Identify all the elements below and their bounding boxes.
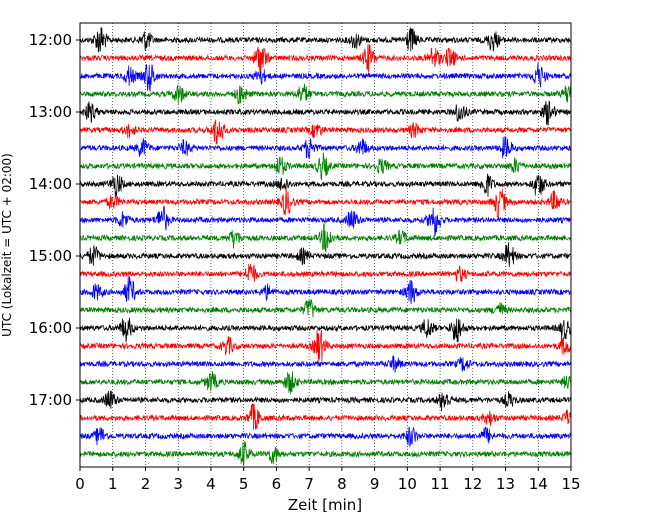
trace-1345 — [79, 152, 572, 181]
trace-1215 — [79, 44, 572, 76]
trace-1545 — [79, 299, 572, 318]
y-tick-label: 15:00 — [29, 247, 72, 265]
trace-1500 — [79, 242, 572, 267]
trace-1400 — [79, 173, 572, 198]
x-tick-label: 7 — [304, 475, 314, 493]
x-tick-label: 5 — [239, 475, 249, 493]
trace-1715 — [79, 403, 572, 431]
trace-1700 — [79, 390, 572, 412]
y-tick-label: 12:00 — [29, 31, 72, 49]
y-tick-label: 13:00 — [29, 103, 72, 121]
trace-1630 — [79, 355, 572, 373]
x-tick-label: 15 — [561, 475, 580, 493]
x-tick-label: 12 — [463, 475, 482, 493]
x-tick-label: 13 — [496, 475, 515, 493]
x-tick-label: 6 — [272, 475, 282, 493]
x-tick-label: 2 — [141, 475, 151, 493]
trace-1315 — [79, 119, 572, 145]
seismogram-traces — [79, 27, 572, 467]
trace-1600 — [79, 317, 572, 343]
x-tick-label: 11 — [431, 475, 450, 493]
trace-1430 — [79, 205, 572, 237]
x-tick-label: 0 — [75, 475, 85, 493]
trace-1330 — [79, 136, 572, 159]
x-tick-label: 9 — [370, 475, 380, 493]
x-axis-ticks: 0 1 2 3 4 5 6 7 8 9 10 11 12 13 14 15 — [75, 467, 581, 493]
y-axis-ticks: 12:00 13:00 14:00 15:00 16:00 17:00 — [29, 31, 80, 409]
trace-1230 — [79, 62, 571, 92]
trace-1515 — [79, 264, 572, 283]
trace-1445 — [79, 223, 572, 252]
y-tick-label: 16:00 — [29, 319, 72, 337]
y-tick-label: 14:00 — [29, 175, 72, 193]
trace-1745 — [79, 441, 572, 467]
trace-1300 — [79, 100, 572, 126]
x-axis-label: Zeit [min] — [288, 496, 362, 514]
plot-frame — [79, 22, 572, 468]
x-tick-label: 4 — [206, 475, 216, 493]
x-tick-label: 1 — [108, 475, 118, 493]
trace-1245 — [79, 83, 572, 105]
grid-lines — [112, 23, 539, 467]
trace-1200 — [79, 27, 572, 53]
x-tick-label: 8 — [337, 475, 347, 493]
y-tick-label: 17:00 — [29, 391, 72, 409]
trace-1530 — [79, 276, 572, 305]
x-tick-label: 14 — [529, 475, 548, 493]
x-tick-label: 3 — [173, 475, 183, 493]
trace-1730 — [79, 426, 572, 448]
trace-1615 — [79, 330, 572, 362]
y-axis-label: UTC (Lokalzeit = UTC + 02:00) — [0, 153, 14, 337]
trace-1415 — [79, 187, 572, 219]
trace-1645 — [79, 371, 572, 395]
x-tick-label: 10 — [398, 475, 417, 493]
